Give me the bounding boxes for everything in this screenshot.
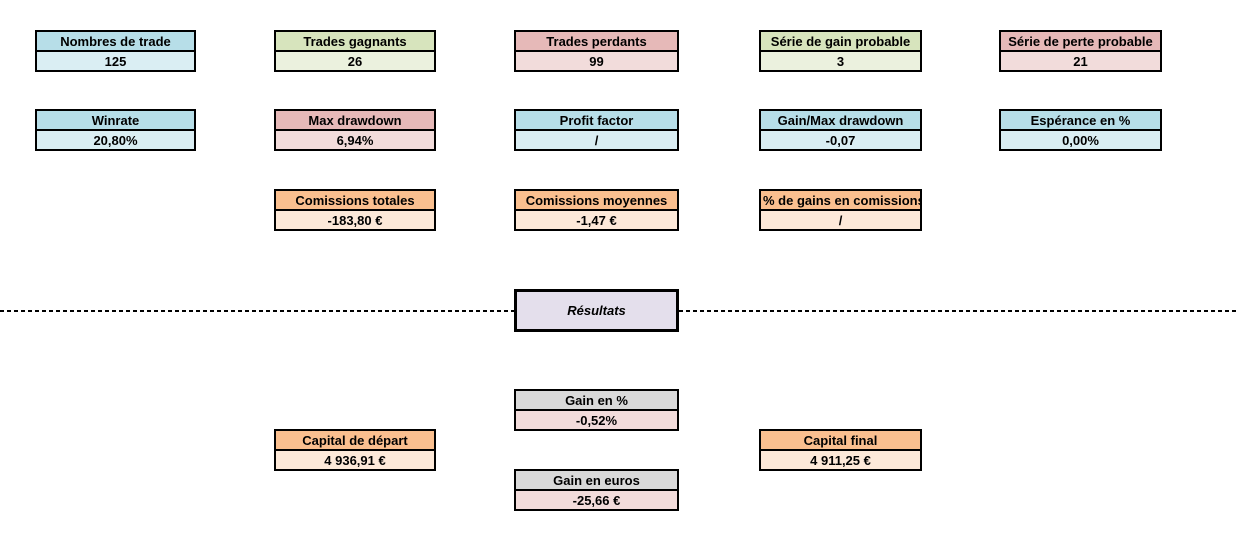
stat-value: 6,94%: [276, 131, 434, 149]
stat-value: 3: [761, 52, 920, 70]
stat-value: -25,66 €: [516, 491, 677, 509]
stat-label: % de gains en comissions: [761, 191, 920, 211]
stat-value: 20,80%: [37, 131, 194, 149]
stat-box-trades-gagnants: Trades gagnants 26: [274, 30, 436, 72]
results-title: Résultats: [567, 303, 626, 318]
stat-box-serie-gain-probable: Série de gain probable 3: [759, 30, 922, 72]
stat-value: /: [761, 211, 920, 229]
stat-label: Série de perte probable: [1001, 32, 1160, 52]
stat-label: Trades gagnants: [276, 32, 434, 52]
stat-box-capital-final: Capital final 4 911,25 €: [759, 429, 922, 471]
stat-box-gain-pct: Gain en % -0,52%: [514, 389, 679, 431]
stat-value: -0,52%: [516, 411, 677, 429]
stat-value: 99: [516, 52, 677, 70]
stat-value: 125: [37, 52, 194, 70]
stat-box-esperance-pct: Espérance en % 0,00%: [999, 109, 1162, 151]
results-title-box: Résultats: [514, 289, 679, 332]
stat-label: Gain en euros: [516, 471, 677, 491]
stat-value: 21: [1001, 52, 1160, 70]
stat-value: 4 911,25 €: [761, 451, 920, 469]
stat-box-gain-max-drawdown: Gain/Max drawdown -0,07: [759, 109, 922, 151]
stat-box-max-drawdown: Max drawdown 6,94%: [274, 109, 436, 151]
stat-label: Capital final: [761, 431, 920, 451]
stat-label: Gain en %: [516, 391, 677, 411]
stat-box-pct-gains-comissions: % de gains en comissions /: [759, 189, 922, 231]
stat-label: Capital de départ: [276, 431, 434, 451]
stat-value: /: [516, 131, 677, 149]
stat-box-winrate: Winrate 20,80%: [35, 109, 196, 151]
stat-box-gain-euros: Gain en euros -25,66 €: [514, 469, 679, 511]
stat-label: Espérance en %: [1001, 111, 1160, 131]
stat-label: Comissions moyennes: [516, 191, 677, 211]
stat-label: Nombres de trade: [37, 32, 194, 52]
stat-value: -183,80 €: [276, 211, 434, 229]
stat-box-nombres-de-trade: Nombres de trade 125: [35, 30, 196, 72]
stat-label: Série de gain probable: [761, 32, 920, 52]
stat-value: 4 936,91 €: [276, 451, 434, 469]
stat-value: -0,07: [761, 131, 920, 149]
stat-value: 26: [276, 52, 434, 70]
stat-label: Trades perdants: [516, 32, 677, 52]
stat-box-comissions-moyennes: Comissions moyennes -1,47 €: [514, 189, 679, 231]
stat-box-profit-factor: Profit factor /: [514, 109, 679, 151]
stat-box-serie-perte-probable: Série de perte probable 21: [999, 30, 1162, 72]
stat-value: -1,47 €: [516, 211, 677, 229]
stat-box-capital-depart: Capital de départ 4 936,91 €: [274, 429, 436, 471]
stat-box-trades-perdants: Trades perdants 99: [514, 30, 679, 72]
stat-label: Comissions totales: [276, 191, 434, 211]
stat-label: Winrate: [37, 111, 194, 131]
stat-label: Max drawdown: [276, 111, 434, 131]
stat-box-comissions-totales: Comissions totales -183,80 €: [274, 189, 436, 231]
stat-value: 0,00%: [1001, 131, 1160, 149]
stat-label: Profit factor: [516, 111, 677, 131]
stat-label: Gain/Max drawdown: [761, 111, 920, 131]
